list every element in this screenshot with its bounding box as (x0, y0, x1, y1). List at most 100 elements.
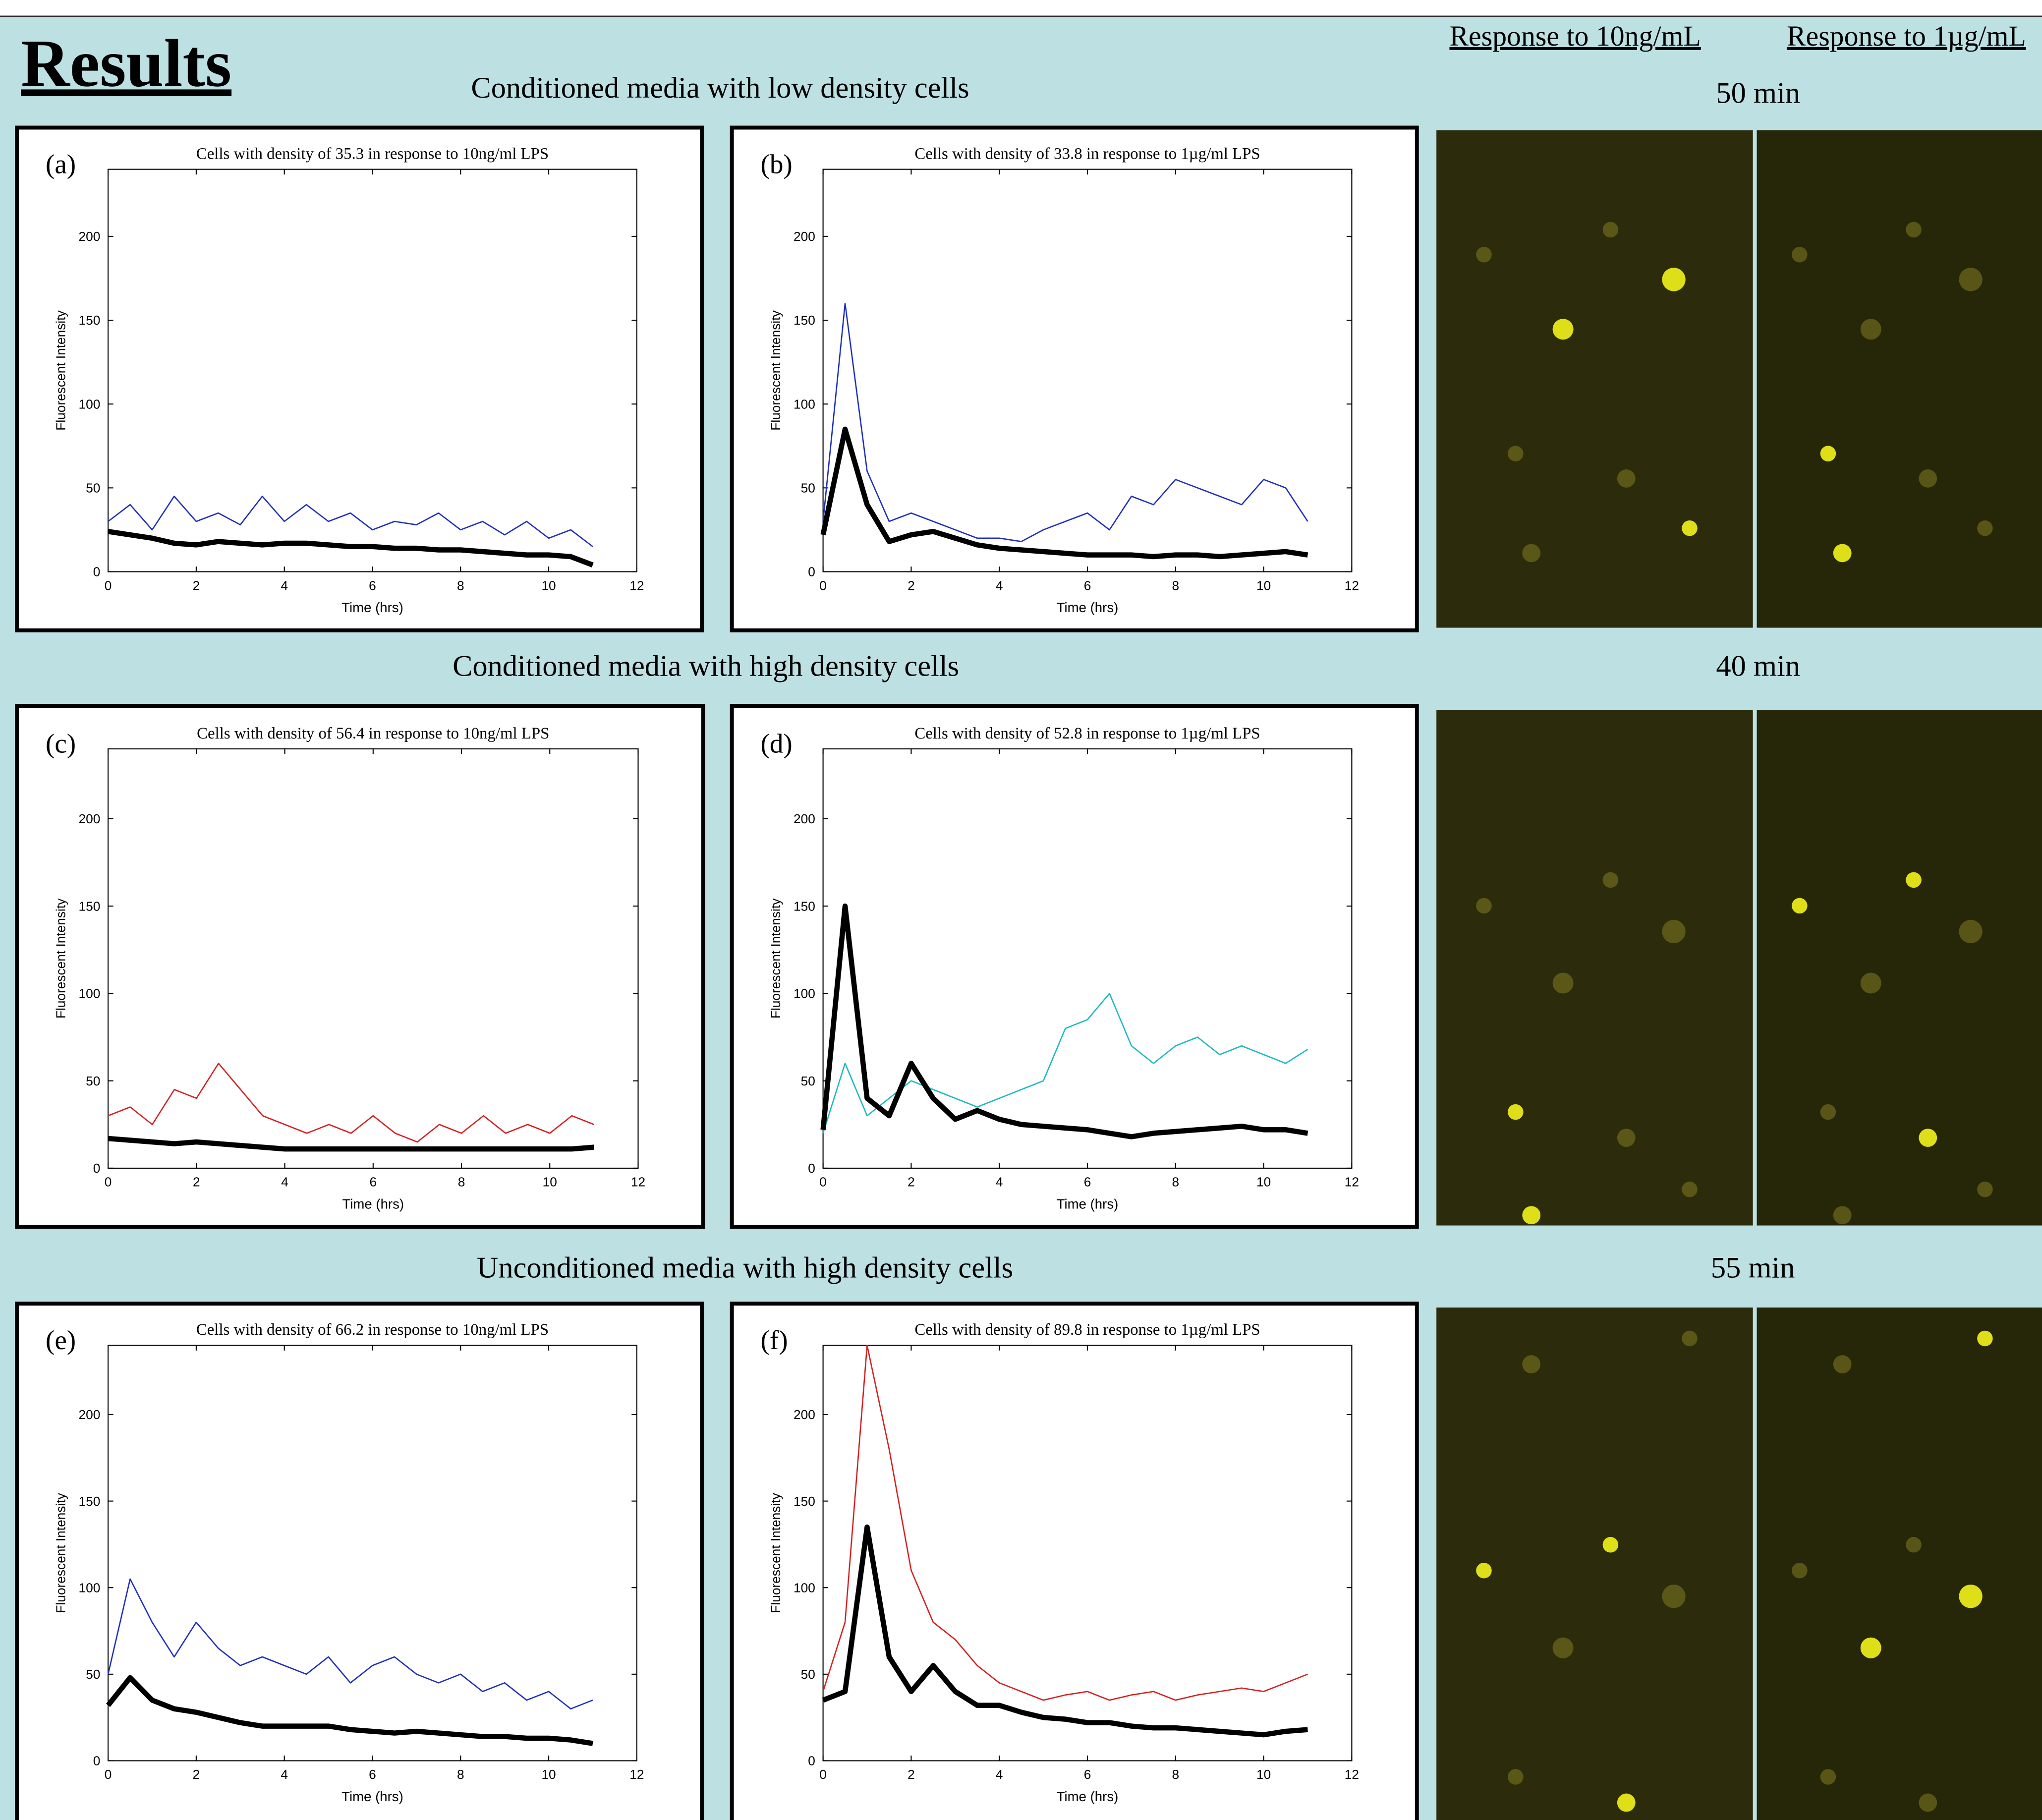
x-tick-label: 10 (1256, 1767, 1271, 1782)
x-axis-label: Time (hrs) (1057, 1789, 1119, 1804)
cell (1959, 920, 1982, 943)
y-tick-label: 150 (794, 313, 815, 328)
cell (1476, 247, 1492, 263)
y-tick-label: 150 (78, 313, 100, 328)
cell (1820, 1104, 1836, 1120)
x-tick-label: 4 (281, 1175, 288, 1190)
x-tick-label: 6 (369, 578, 376, 593)
y-tick-label: 200 (794, 811, 815, 826)
section-title: Conditioned media with high density cell… (453, 650, 959, 683)
cell (1603, 222, 1619, 238)
cell (1682, 1182, 1698, 1197)
x-tick-label: 8 (1172, 1175, 1179, 1190)
y-tick-label: 100 (78, 1580, 100, 1595)
y-tick-label: 150 (794, 899, 815, 913)
y-tick-label: 0 (93, 1754, 101, 1768)
cell (1820, 446, 1836, 461)
x-tick-label: 6 (1084, 1767, 1091, 1782)
cell (1476, 1563, 1492, 1579)
x-tick-label: 10 (541, 1767, 556, 1782)
x-axis-label: Time (hrs) (1057, 1196, 1119, 1211)
x-axis-label: Time (hrs) (342, 1196, 404, 1211)
panel-frame (732, 706, 1417, 1227)
poster: Results Response to 10ng/mL Response to … (0, 0, 2042, 1820)
y-tick-label: 50 (801, 481, 815, 496)
x-tick-label: 10 (543, 1175, 557, 1190)
y-tick-label: 0 (93, 1161, 101, 1176)
cell (1522, 1206, 1540, 1224)
y-tick-label: 50 (86, 1074, 100, 1088)
x-tick-label: 2 (908, 578, 915, 593)
y-axis-label: Fluorescent Intensity (768, 310, 783, 431)
panel-label: (a) (46, 149, 76, 179)
x-tick-label: 2 (193, 1767, 200, 1782)
chart-title: Cells with density of 66.2 in response t… (196, 1321, 549, 1339)
cell (1977, 520, 1993, 536)
x-tick-label: 12 (1345, 1767, 1359, 1782)
cell (1833, 1206, 1852, 1224)
y-tick-label: 100 (794, 397, 815, 411)
cell (1603, 1537, 1619, 1553)
chart-title: Cells with density of 89.8 in response t… (914, 1321, 1260, 1339)
y-tick-label: 50 (801, 1074, 815, 1088)
x-axis-label: Time (hrs) (1057, 600, 1119, 615)
cell (1682, 1331, 1698, 1347)
cell (1792, 247, 1808, 263)
page: { "header": {"title": "Results", "column… (0, 0, 2042, 1820)
cell (1919, 1794, 1937, 1812)
chart-title: Cells with density of 35.3 in response t… (196, 145, 549, 163)
section-time: 40 min (1716, 650, 1800, 683)
cell (1919, 469, 1937, 488)
x-tick-label: 4 (996, 1175, 1003, 1190)
x-axis-label: Time (hrs) (341, 1789, 403, 1804)
cell (1617, 469, 1636, 488)
x-tick-label: 6 (1084, 1175, 1091, 1190)
y-tick-label: 100 (78, 986, 100, 1001)
cell (1792, 1563, 1808, 1579)
y-tick-label: 200 (794, 1407, 815, 1422)
cell (1553, 972, 1574, 993)
cell (1682, 520, 1698, 536)
x-tick-label: 0 (105, 1767, 112, 1782)
y-tick-label: 150 (78, 1494, 100, 1509)
cell (1603, 872, 1619, 888)
section-time: 50 min (1716, 77, 1800, 110)
y-axis-label: Fluorescent Intensity (53, 1492, 68, 1613)
section-time: 55 min (1711, 1251, 1795, 1285)
y-axis-label: Fluorescent Intensity (53, 898, 68, 1019)
y-tick-label: 50 (801, 1667, 815, 1682)
cell (1833, 544, 1852, 563)
cell (1861, 319, 1881, 340)
column-header: Response to 1µg/mL (1787, 20, 2026, 52)
x-tick-label: 12 (1345, 578, 1359, 593)
chart-title: Cells with density of 52.8 in response t… (914, 725, 1260, 742)
x-tick-label: 8 (458, 1175, 465, 1190)
cell (1977, 1331, 1993, 1347)
cell (1906, 222, 1922, 238)
x-tick-label: 2 (193, 1175, 200, 1190)
cell (1820, 1769, 1836, 1785)
cell (1919, 1129, 1937, 1147)
y-tick-label: 0 (808, 565, 815, 579)
cell (1959, 268, 1982, 291)
cell (1553, 319, 1574, 340)
cell (1522, 544, 1540, 563)
cell (1662, 920, 1685, 943)
x-tick-label: 2 (193, 578, 200, 593)
panel-label: (c) (46, 729, 76, 759)
y-tick-label: 50 (86, 1667, 100, 1682)
x-tick-label: 0 (819, 1767, 827, 1782)
y-axis-label: Fluorescent Intensity (768, 898, 783, 1019)
cell (1508, 1104, 1524, 1120)
chart-panel: 024681012050100150200Cells with density … (732, 127, 1417, 630)
cell (1861, 972, 1881, 993)
x-tick-label: 10 (1256, 1175, 1271, 1190)
y-axis-label: Fluorescent Intensity (768, 1492, 783, 1613)
x-tick-label: 10 (541, 578, 556, 593)
x-tick-label: 12 (1345, 1175, 1359, 1190)
x-tick-label: 2 (908, 1175, 915, 1190)
x-tick-label: 0 (105, 1175, 112, 1190)
micrograph (1436, 710, 1753, 1226)
y-tick-label: 200 (78, 229, 100, 244)
cell (1617, 1129, 1636, 1147)
